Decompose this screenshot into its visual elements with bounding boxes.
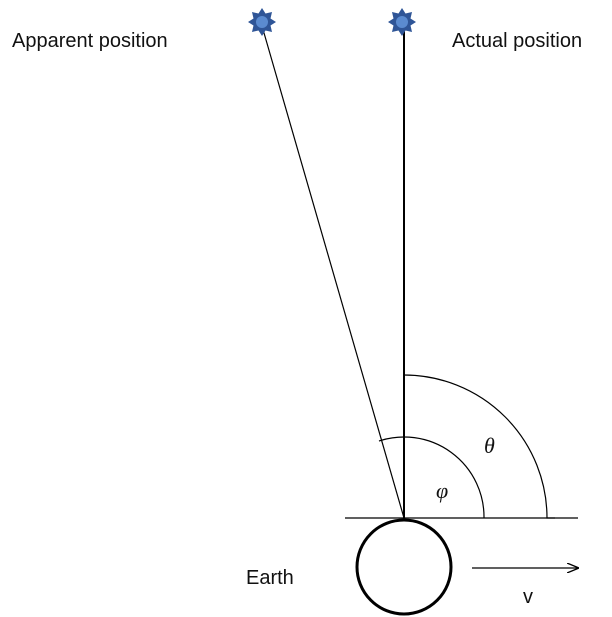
actual-label: Actual position [452,30,582,52]
theta-label: θ [484,433,495,458]
apparent-star [248,8,276,36]
theta-arc [403,374,555,519]
apparent-label: Apparent position [12,30,168,52]
apparent-ray [261,25,405,519]
velocity-label: v [523,586,533,608]
actual-star [388,8,416,36]
earth-label: Earth [246,567,294,589]
phi-arc [378,436,485,519]
earth [355,518,453,616]
phi-label: φ [436,478,448,503]
